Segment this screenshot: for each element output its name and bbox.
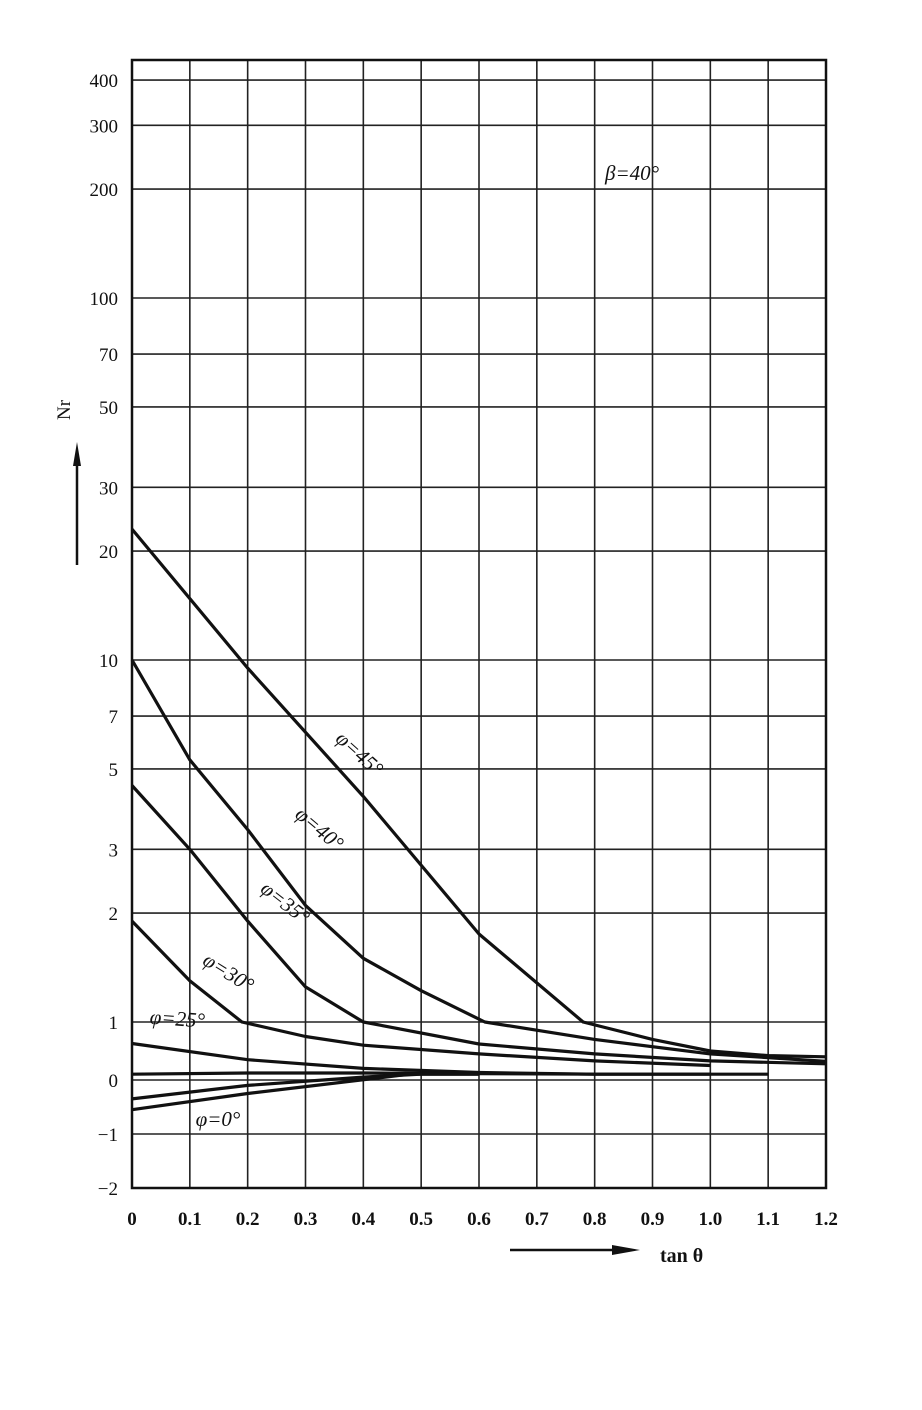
y-tick-label: 1 (109, 1013, 119, 1034)
x-tick-label: 0.9 (641, 1209, 665, 1230)
x-tick-label: 0.8 (583, 1209, 607, 1230)
tick-labels: −2 −1 0 1 2 3 5 7 10 20 30 50 70 100 200 300 400 0 0.1 0.2 0… (90, 71, 838, 1230)
x-tick-label: 0 (127, 1209, 137, 1230)
x-tick-label: 0.3 (294, 1209, 318, 1230)
y-tick-label: 5 (109, 760, 119, 781)
x-tick-label: 0.6 (467, 1209, 491, 1230)
y-tick-label: 300 (90, 116, 119, 137)
series-line (130, 784, 827, 1066)
y-axis-label: Nr (54, 399, 75, 420)
x-tick-label: 1.1 (756, 1209, 780, 1230)
data-series (130, 528, 827, 1112)
x-tick-label: 0.7 (525, 1209, 549, 1230)
x-tick-label: 0.1 (178, 1209, 202, 1230)
curve-label: φ=0° (196, 1107, 241, 1131)
x-axis-label: tan θ (660, 1245, 703, 1267)
y-tick-label: 0 (109, 1071, 119, 1092)
y-tick-label: 400 (90, 71, 119, 92)
x-tick-label: 1.0 (698, 1209, 722, 1230)
y-tick-label: 70 (99, 345, 118, 366)
x-tick-label: 0.4 (351, 1209, 375, 1230)
series-line (130, 919, 711, 1068)
x-axis-arrowhead (612, 1245, 640, 1255)
curve-label: φ=25° (149, 1005, 206, 1033)
y-tick-label: 2 (109, 904, 119, 925)
y-tick-label: −1 (98, 1125, 118, 1146)
x-tick-label: 1.2 (814, 1209, 838, 1230)
series-line (130, 659, 827, 1063)
plot-frame (130, 58, 828, 1190)
y-tick-label: 20 (99, 542, 118, 563)
beta-annotation: β=40° (604, 161, 660, 185)
x-tick-label: 0.5 (409, 1209, 433, 1230)
y-tick-label: 200 (90, 180, 119, 201)
y-tick-label: −2 (98, 1179, 118, 1200)
y-axis-arrowhead (73, 442, 81, 466)
y-tick-label: 100 (90, 289, 119, 310)
y-tick-label: 10 (99, 651, 118, 672)
series-line (130, 528, 827, 1059)
y-tick-label: 50 (99, 398, 118, 419)
y-tick-label: 30 (99, 478, 118, 499)
series-line (131, 1072, 479, 1112)
x-tick-label: 0.2 (236, 1209, 260, 1230)
y-tick-label: 3 (109, 840, 119, 861)
y-tick-label: 7 (109, 707, 119, 728)
